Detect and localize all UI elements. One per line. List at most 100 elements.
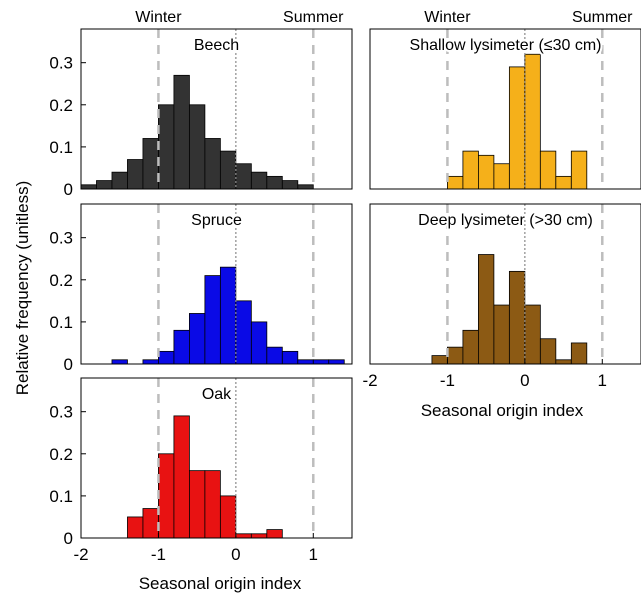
histogram-bar	[188, 313, 206, 365]
histogram-bar	[493, 304, 510, 365]
y-tick-label: 0.2	[49, 271, 73, 290]
histogram-bar	[204, 275, 221, 365]
x-tick-label: -1	[440, 371, 455, 390]
histogram-bar	[312, 359, 330, 365]
winter-label: Winter	[424, 9, 471, 26]
histogram-bar	[235, 300, 252, 365]
histogram-bar	[281, 180, 299, 190]
histogram-bar	[447, 175, 464, 190]
plot-frame	[369, 28, 641, 190]
histogram-bar	[142, 138, 159, 190]
plot-frame	[80, 28, 353, 190]
histogram-bar	[493, 163, 510, 190]
histogram-bar	[204, 470, 221, 539]
panel-title: Spruce	[191, 212, 242, 229]
y-tick-label: 0.2	[49, 445, 73, 464]
plot-frame	[369, 203, 641, 365]
histogram-bar	[477, 154, 495, 190]
histogram-bar	[235, 533, 252, 539]
x-tick-label: -2	[362, 371, 377, 390]
y-tick-label: 0.3	[49, 229, 73, 248]
histogram-bar	[539, 150, 557, 190]
x-tick-label: 1	[598, 371, 607, 390]
histogram-bar	[80, 184, 97, 190]
panel-3: -2 -1 0 1 Deep lysimeter (>30 cm)	[362, 203, 641, 390]
y-tick-label: 0.2	[49, 96, 73, 115]
histogram-bar	[158, 350, 175, 365]
panel-4: 0 0.1 0.2 0.3 -2 -1 0 1 Oak	[49, 377, 353, 564]
y-tick-label: 0.3	[49, 403, 73, 422]
winter-label: Winter	[135, 9, 182, 26]
histogram-bar	[555, 175, 572, 190]
histogram-bar	[235, 163, 252, 190]
histogram-bar	[127, 516, 144, 539]
histogram-bar	[142, 359, 159, 365]
y-tick-label: 0.1	[49, 313, 73, 332]
panel-title: Deep lysimeter (>30 cm)	[418, 212, 593, 229]
y-tick-label: 0.3	[49, 54, 73, 73]
y-tick-label: 0	[64, 529, 73, 548]
histogram-bar	[127, 159, 144, 190]
plot-frame	[80, 203, 353, 365]
histogram-bar	[219, 266, 237, 365]
histogram-bar	[447, 346, 464, 365]
histogram-bar	[173, 329, 190, 365]
histogram-bar	[250, 321, 268, 365]
panel-title: Shallow lysimeter (≤30 cm)	[410, 37, 602, 54]
histogram-bar	[204, 138, 221, 190]
x-tick-label: 1	[309, 545, 318, 564]
histogram-bar	[250, 533, 268, 539]
panel-title: Oak	[202, 386, 232, 403]
x-tick-label: 0	[231, 545, 240, 564]
summer-label: Summer	[283, 9, 344, 26]
histogram-bar	[555, 359, 572, 365]
y-axis-label: Relative frequency (unitless)	[13, 181, 32, 395]
panel-title: Beech	[194, 37, 239, 54]
histogram-bar	[328, 359, 345, 365]
histogram-bar	[219, 150, 237, 190]
histogram-bar	[281, 350, 299, 365]
x-axis-label-left: Seasonal origin index	[139, 574, 302, 593]
histogram-bar	[570, 342, 588, 365]
histogram-bar	[158, 453, 175, 539]
x-axis-label-right: Seasonal origin index	[421, 401, 584, 420]
histogram-bar	[111, 171, 128, 190]
panel-2: 0 0.1 0.2 0.3 Spruce	[49, 203, 353, 374]
histogram-bar	[219, 495, 237, 539]
y-tick-label: 0.1	[49, 138, 73, 157]
histogram-bar	[431, 355, 448, 365]
plot-frame	[80, 377, 353, 539]
histogram-bar	[188, 470, 206, 539]
histogram-bar	[570, 150, 588, 190]
histogram-bar	[462, 329, 479, 365]
histogram-bar	[462, 150, 479, 190]
histogram-bar	[142, 508, 159, 539]
histogram-bar	[173, 74, 190, 190]
histogram-bar	[297, 184, 314, 190]
histogram-bar	[524, 53, 541, 190]
panel-1: Shallow lysimeter (≤30 cm) Winter Summer	[369, 9, 641, 190]
histogram-bar	[96, 180, 113, 190]
x-tick-label: -2	[73, 545, 88, 564]
histogram-bar	[266, 529, 283, 539]
y-tick-label: 0	[64, 180, 73, 199]
x-tick-label: -1	[151, 545, 166, 564]
histogram-bar	[111, 359, 128, 365]
y-tick-label: 0	[64, 355, 73, 374]
summer-label: Summer	[572, 9, 633, 26]
histogram-bar	[477, 254, 495, 365]
histogram-bar	[297, 359, 314, 365]
panel-0: 0 0.1 0.2 0.3 Beech Winter Summer	[49, 9, 353, 199]
histogram-bar	[508, 270, 526, 365]
histogram-bar	[158, 104, 175, 190]
x-tick-label: 0	[520, 371, 529, 390]
y-tick-label: 0.1	[49, 487, 73, 506]
histogram-bar	[250, 171, 268, 190]
histogram-bar	[524, 304, 541, 365]
histogram-bar	[539, 338, 557, 365]
histogram-bar	[508, 66, 526, 190]
histogram-bar	[266, 346, 283, 365]
histogram-bar	[266, 175, 283, 190]
